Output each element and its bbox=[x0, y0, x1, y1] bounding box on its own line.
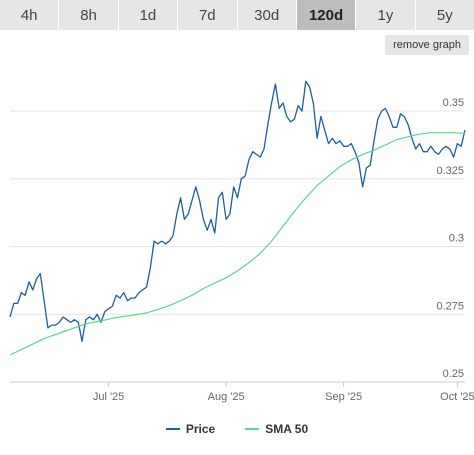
tab-1d[interactable]: 1d bbox=[119, 0, 179, 30]
x-tick-label-1: Aug '25 bbox=[208, 391, 245, 403]
legend-label-price: Price bbox=[185, 422, 216, 436]
chart-grid bbox=[10, 110, 465, 383]
legend-item-sma-50[interactable]: SMA 50 bbox=[245, 422, 308, 436]
timeframe-tabs: 4h 8h 1d 7d 30d 120d 1y 5y bbox=[0, 0, 474, 30]
y-tick-label-1: 0.275 bbox=[436, 300, 464, 312]
y-tick-label-0: 0.25 bbox=[443, 368, 464, 380]
tab-5y[interactable]: 5y bbox=[436, 6, 453, 24]
legend-label-sma-50: SMA 50 bbox=[265, 422, 309, 436]
tab-7d[interactable]: 7d bbox=[178, 0, 238, 30]
series-line-price bbox=[9, 80, 466, 343]
legend-item-price[interactable]: Price bbox=[165, 422, 216, 436]
tab-1y[interactable]: 1y bbox=[356, 0, 416, 30]
price-chart[interactable]: 0.25 0.275 0.3 0.325 0.35 Jul '25 Aug '25 Sep … bbox=[0, 55, 474, 415]
y-tick-label-2: 0.3 bbox=[449, 233, 464, 245]
legend-swatch-price bbox=[165, 428, 180, 430]
tab-120d[interactable]: 120d bbox=[296, 0, 357, 30]
x-tick-label-2: Sep '25 bbox=[325, 391, 362, 403]
x-axis-ticks: Jul '25 Aug '25 Sep '25 Oct '25 bbox=[93, 382, 474, 403]
y-tick-label-4: 0.35 bbox=[443, 97, 464, 109]
chart-legend: Price SMA 50 bbox=[0, 418, 474, 440]
tab-8h[interactable]: 8h bbox=[59, 0, 119, 30]
chart-series bbox=[9, 80, 466, 356]
x-tick-label-3: Oct '25 bbox=[440, 391, 474, 403]
legend-swatch-sma-50 bbox=[245, 428, 260, 430]
series-line-sma-50 bbox=[9, 132, 466, 356]
tab-30d[interactable]: 30d bbox=[238, 0, 297, 30]
tab-4h[interactable]: 4h bbox=[0, 0, 60, 30]
remove-graph-button[interactable]: remove graph bbox=[385, 35, 469, 55]
x-tick-label-0: Jul '25 bbox=[93, 391, 124, 403]
y-axis-ticks: 0.25 0.275 0.3 0.325 0.35 bbox=[436, 97, 464, 380]
y-tick-label-3: 0.325 bbox=[436, 165, 464, 177]
